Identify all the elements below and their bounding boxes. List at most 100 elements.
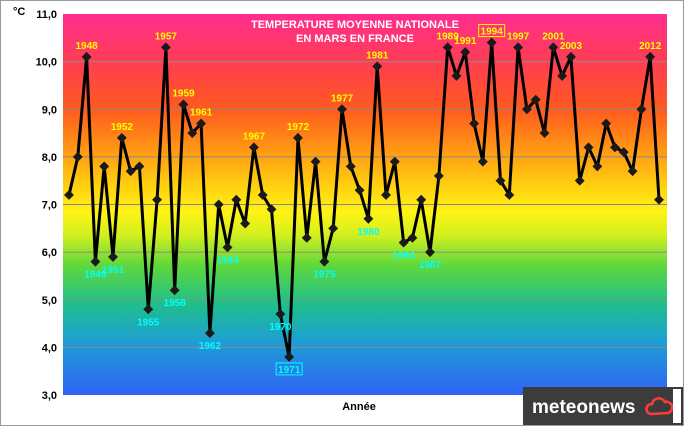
year-annotation: 1961	[190, 108, 213, 119]
year-annotation: 1967	[243, 131, 266, 142]
data-point	[134, 161, 145, 172]
year-annotation: 1987	[419, 260, 442, 271]
data-point	[354, 185, 365, 196]
year-annotation: 1958	[164, 298, 187, 309]
data-point	[64, 190, 74, 200]
data-point	[548, 42, 559, 53]
y-tick-label: 8,0	[42, 152, 57, 164]
data-point	[328, 223, 339, 234]
year-annotation: 1977	[331, 93, 354, 104]
year-annotation: 2001	[542, 31, 565, 42]
logo: meteonews	[523, 387, 683, 425]
data-point	[187, 128, 198, 139]
y-tick-label: 5,0	[42, 295, 57, 307]
chart-subtitle: EN MARS EN FRANCE	[296, 33, 414, 45]
year-annotation: 1981	[366, 50, 389, 61]
data-point	[592, 161, 603, 172]
data-point	[530, 94, 541, 105]
year-annotation: 1997	[507, 31, 530, 42]
data-point	[636, 104, 647, 115]
data-point	[425, 247, 435, 258]
data-point	[99, 161, 110, 172]
year-annotation: 1971	[278, 365, 301, 376]
year-annotation: 2003	[560, 41, 583, 52]
data-point	[389, 156, 400, 167]
data-point	[610, 142, 620, 153]
data-point	[416, 194, 427, 205]
year-annotation: 1975	[313, 270, 336, 281]
year-annotation: 1970	[269, 322, 292, 333]
data-point	[521, 104, 532, 115]
logo-text: meteonews	[532, 397, 635, 418]
data-point	[433, 170, 444, 181]
data-point	[513, 42, 524, 53]
data-point	[363, 213, 374, 224]
data-point	[654, 194, 664, 205]
data-point	[257, 190, 268, 200]
year-annotation: 1962	[199, 341, 222, 352]
data-point	[284, 351, 295, 362]
year-annotation: 1980	[357, 227, 380, 238]
chart-title: TEMPERATURE MOYENNE NATIONALE	[251, 19, 459, 31]
data-point	[222, 242, 233, 253]
data-point	[72, 151, 83, 162]
annotation-box	[478, 24, 506, 38]
data-point	[81, 51, 92, 62]
annotation-box	[275, 362, 303, 376]
year-annotation: 1964	[216, 255, 239, 266]
data-point	[116, 132, 127, 143]
data-point	[557, 70, 568, 81]
data-point	[407, 232, 418, 243]
year-annotation: 1959	[172, 88, 195, 99]
data-point	[152, 194, 163, 205]
data-point	[495, 175, 506, 186]
data-point	[477, 156, 488, 167]
data-point	[248, 142, 259, 153]
data-point	[231, 194, 242, 205]
logo-scroll-strip	[673, 389, 681, 423]
x-axis-title: Année	[342, 401, 376, 413]
y-tick-label: 9,0	[42, 104, 57, 116]
data-point	[301, 232, 312, 243]
data-point	[601, 118, 612, 129]
year-annotation: 1991	[454, 36, 477, 47]
year-annotation: 1984	[393, 251, 416, 262]
y-axis-title: °C	[13, 6, 25, 18]
data-point	[293, 132, 303, 143]
year-annotation: 1989	[437, 31, 460, 42]
data-point	[266, 204, 277, 215]
data-point	[345, 161, 356, 172]
data-point	[574, 175, 585, 186]
data-point	[618, 147, 629, 158]
data-point	[143, 304, 154, 315]
data-point	[381, 190, 391, 200]
data-point	[310, 156, 321, 167]
year-annotation: 1948	[75, 41, 98, 52]
data-point	[160, 42, 171, 53]
year-annotation: 1949	[84, 270, 107, 281]
data-point	[398, 237, 409, 248]
data-point	[169, 285, 180, 296]
y-tick-label: 7,0	[42, 200, 57, 212]
y-tick-label: 4,0	[42, 342, 57, 354]
data-point	[178, 99, 189, 110]
y-tick-label: 6,0	[42, 247, 57, 259]
data-point	[539, 128, 550, 139]
year-annotation: 2012	[639, 41, 662, 52]
year-annotation: 1951	[102, 265, 125, 276]
data-point	[504, 190, 515, 200]
data-point	[583, 142, 594, 153]
year-annotation: 1972	[287, 122, 310, 133]
data-point	[213, 199, 224, 210]
year-annotation: 1955	[137, 317, 160, 328]
y-tick-label: 10,0	[36, 57, 57, 69]
year-annotation: 1994	[481, 27, 504, 38]
year-annotation: 1957	[155, 31, 178, 42]
cloud-icon	[645, 397, 674, 416]
data-point	[204, 328, 215, 339]
data-point	[196, 118, 207, 129]
data-point	[645, 51, 656, 62]
data-point	[275, 309, 286, 319]
